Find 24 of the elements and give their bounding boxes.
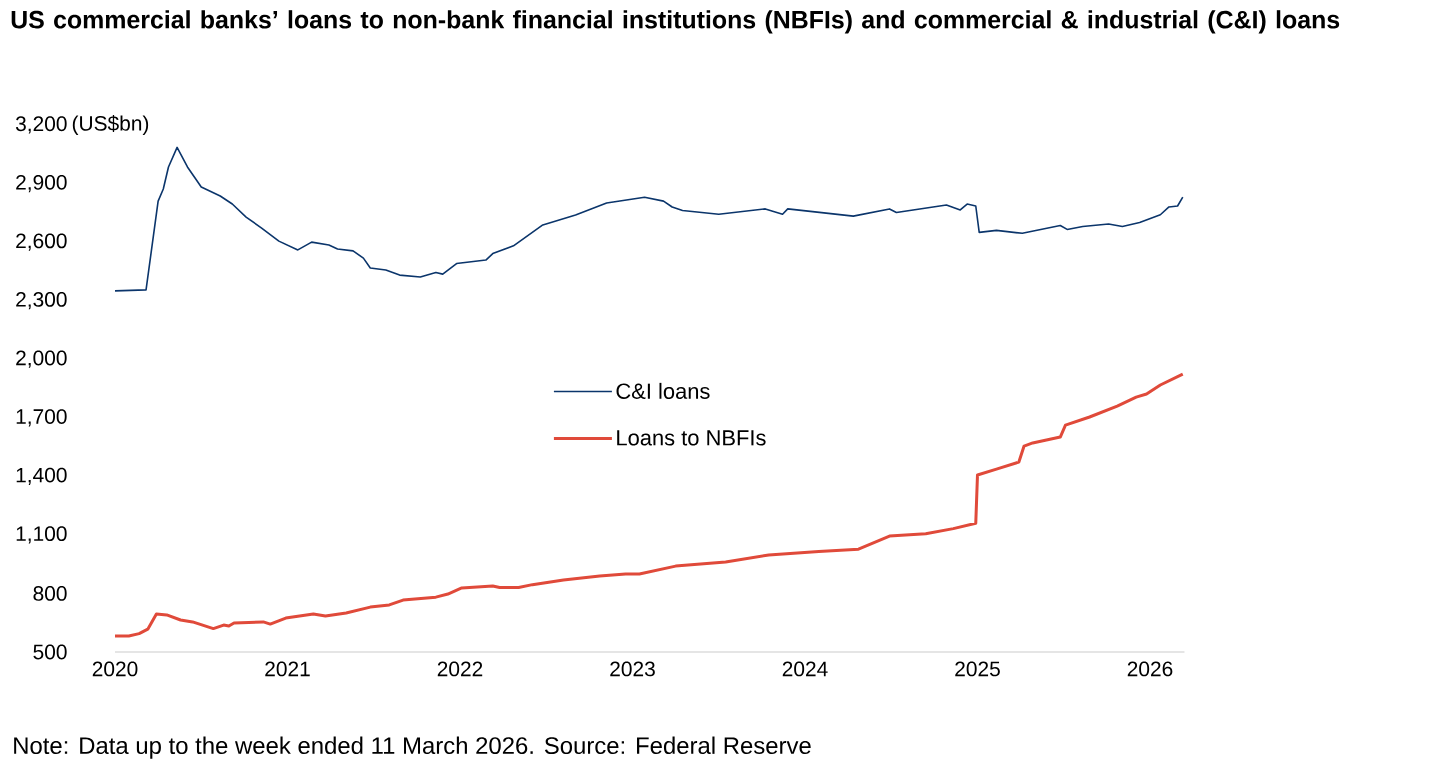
x-tick-label: 2021 <box>265 661 310 677</box>
text: Note: Data up to the week ended 11 March 2026. Source: Federal Reserve <box>14 736 811 759</box>
y-tick-label: 2,300 <box>16 292 67 310</box>
chart-title: US commercial banks’ loans to non-bank financial institutions (NBFIs) and commercial & industrial (C&I) loans <box>11 10 1340 34</box>
y-tick-label: 2,900 <box>16 174 67 193</box>
x-tick-label: 2025 <box>955 661 1000 677</box>
x-tick-label: 2026 <box>1127 661 1173 677</box>
y-tick-label: 2,000 <box>16 350 67 368</box>
x-tick-label: 2023 <box>610 661 655 677</box>
y-tick-label: 3,200 <box>15 116 67 134</box>
line-series <box>114 146 1184 292</box>
x-tick-label: 2024 <box>782 661 828 677</box>
y-tick-label: 2,600 <box>16 233 67 251</box>
x-tick-label: 2022 <box>437 661 483 677</box>
y-axis-title: (US$bn) <box>72 115 149 135</box>
legend-label: C&I loans <box>616 382 710 399</box>
x-tick-label: 2020 <box>92 661 138 677</box>
y-tick-label: 800 <box>33 586 67 601</box>
y-tick-label: 1,100 <box>16 526 67 544</box>
legend-label: Loans to NBFIs <box>617 430 766 446</box>
y-tick-label: 1,700 <box>16 409 67 427</box>
y-tick-label: 1,400 <box>16 467 67 485</box>
line-series <box>113 372 1185 638</box>
y-tick-label: 500 <box>33 644 67 660</box>
